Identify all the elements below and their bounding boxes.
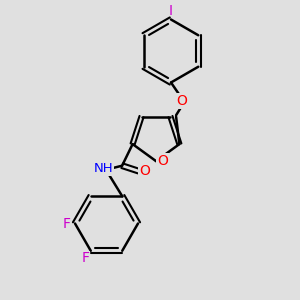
Text: O: O — [176, 94, 187, 108]
Text: O: O — [139, 164, 150, 178]
Text: I: I — [169, 4, 173, 18]
Text: NH: NH — [94, 162, 113, 175]
Text: F: F — [81, 251, 89, 265]
Text: F: F — [63, 217, 70, 230]
Text: O: O — [157, 154, 168, 168]
